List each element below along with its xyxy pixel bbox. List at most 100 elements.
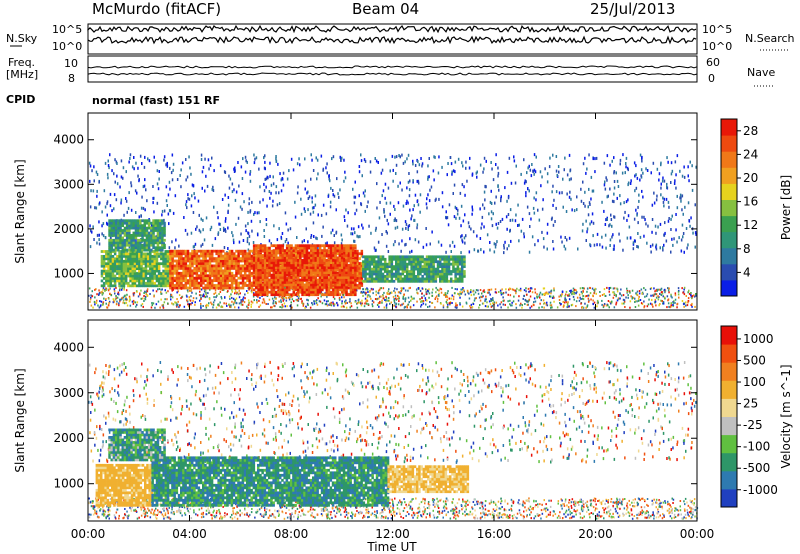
echo-cell bbox=[407, 306, 409, 308]
echo-cell bbox=[637, 232, 639, 235]
echo-cell bbox=[215, 274, 218, 277]
echo-cell bbox=[209, 284, 212, 287]
echo-cell bbox=[174, 272, 177, 275]
echo-cell bbox=[580, 298, 582, 300]
echo-cell bbox=[184, 306, 186, 308]
echo-cell bbox=[441, 166, 443, 169]
echo-cell bbox=[176, 287, 179, 290]
echo-cell bbox=[211, 255, 214, 258]
echo-cell bbox=[222, 260, 225, 263]
echo-cell bbox=[680, 194, 682, 197]
echo-cell bbox=[141, 215, 143, 218]
echo-cell bbox=[266, 269, 269, 272]
echo-cell bbox=[136, 272, 139, 275]
mode-text: normal (fast) 151 RF bbox=[92, 94, 220, 107]
echo-cell bbox=[376, 298, 378, 300]
echo-cell bbox=[286, 244, 289, 247]
echo-cell bbox=[460, 289, 462, 291]
echo-cell bbox=[459, 297, 461, 299]
echo-cell bbox=[453, 192, 455, 195]
echo-cell bbox=[513, 296, 515, 298]
echo-cell bbox=[132, 260, 135, 263]
echo-cell bbox=[271, 184, 273, 187]
echo-cell bbox=[91, 169, 93, 172]
echo-cell bbox=[169, 279, 172, 282]
echo-cell bbox=[421, 165, 423, 168]
echo-cell bbox=[383, 297, 385, 299]
echo-cell bbox=[635, 164, 637, 167]
echo-cell bbox=[282, 291, 285, 294]
echo-cell bbox=[447, 173, 449, 176]
echo-cell bbox=[273, 291, 276, 294]
echo-cell bbox=[157, 288, 159, 290]
echo-cell bbox=[310, 213, 312, 216]
echo-cell bbox=[689, 220, 691, 223]
echo-cell bbox=[237, 272, 240, 275]
echo-cell bbox=[293, 254, 296, 257]
echo-cell bbox=[264, 271, 267, 274]
echo-cell bbox=[127, 275, 130, 278]
echo-cell bbox=[149, 253, 152, 256]
echo-cell bbox=[668, 220, 670, 223]
echo-cell bbox=[282, 232, 284, 235]
echo-cell bbox=[437, 300, 439, 302]
echo-cell bbox=[131, 209, 133, 212]
echo-cell bbox=[151, 280, 154, 283]
echo-cell bbox=[202, 228, 204, 231]
echo-cell bbox=[213, 274, 216, 277]
echo-cell bbox=[429, 189, 431, 192]
echo-cell bbox=[108, 160, 110, 163]
echo-cell bbox=[189, 277, 192, 280]
echo-cell bbox=[533, 301, 535, 303]
echo-cell bbox=[185, 250, 188, 253]
echo-cell bbox=[480, 227, 482, 230]
echo-cell bbox=[466, 180, 468, 183]
echo-cell bbox=[428, 175, 430, 178]
echo-cell bbox=[143, 270, 146, 273]
echo-cell bbox=[453, 298, 455, 300]
echo-cell bbox=[300, 298, 302, 300]
echo-cell bbox=[582, 298, 584, 300]
echo-cell bbox=[682, 300, 684, 302]
echo-cell bbox=[511, 302, 513, 304]
echo-cell bbox=[284, 293, 287, 296]
echo-cell bbox=[167, 162, 169, 165]
echo-cell bbox=[154, 255, 157, 258]
echo-cell bbox=[605, 188, 607, 191]
echo-cell bbox=[264, 189, 266, 192]
echo-cell bbox=[377, 304, 379, 306]
echo-cell bbox=[581, 291, 583, 293]
echo-cell bbox=[672, 304, 674, 306]
echo-cell bbox=[668, 201, 670, 204]
echo-cell bbox=[295, 281, 298, 284]
echo-cell bbox=[127, 257, 130, 260]
echo-cell bbox=[242, 265, 245, 268]
echo-cell bbox=[246, 260, 249, 263]
echo-cell bbox=[151, 282, 154, 285]
echo-cell bbox=[290, 284, 293, 287]
echo-cell bbox=[141, 298, 143, 300]
echo-cell bbox=[336, 208, 338, 211]
echo-cell bbox=[646, 295, 648, 297]
echo-cell bbox=[301, 249, 304, 252]
echo-cell bbox=[558, 171, 560, 174]
echo-cell bbox=[160, 272, 163, 275]
echo-cell bbox=[293, 247, 296, 250]
echo-cell bbox=[433, 178, 435, 181]
echo-cell bbox=[171, 171, 173, 174]
echo-cell bbox=[533, 173, 535, 176]
echo-cell bbox=[202, 262, 205, 265]
echo-cell bbox=[222, 250, 225, 253]
echo-cell bbox=[242, 177, 244, 180]
echo-cell bbox=[262, 271, 265, 274]
echo-cell bbox=[105, 272, 108, 275]
echo-cell bbox=[308, 276, 311, 279]
echo-cell bbox=[611, 301, 613, 303]
echo-cell bbox=[529, 189, 531, 192]
echo-cell bbox=[370, 298, 372, 300]
echo-cell bbox=[310, 288, 313, 291]
echo-cell bbox=[242, 284, 245, 287]
echo-cell bbox=[136, 291, 138, 293]
echo-cell bbox=[482, 203, 484, 206]
echo-cell bbox=[138, 275, 141, 278]
